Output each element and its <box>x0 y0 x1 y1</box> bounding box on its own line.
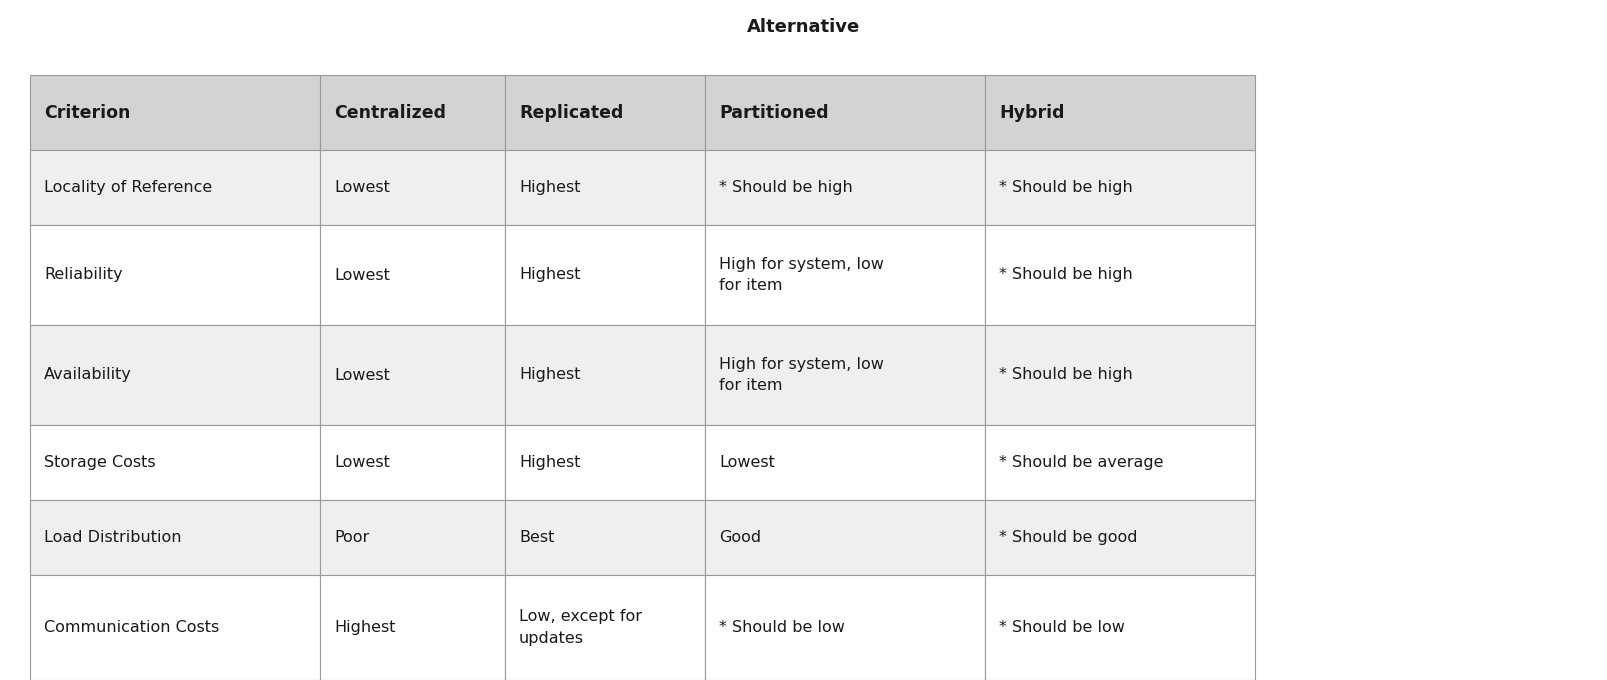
Text: Load Distribution: Load Distribution <box>43 530 182 545</box>
Text: Criterion: Criterion <box>43 103 130 122</box>
Bar <box>705 500 985 575</box>
Text: * Should be high: * Should be high <box>718 180 853 195</box>
Text: Replicated: Replicated <box>519 103 624 122</box>
Bar <box>505 425 705 500</box>
Bar <box>31 425 320 500</box>
Bar <box>705 325 985 425</box>
Bar <box>985 325 1255 425</box>
Bar <box>31 575 320 680</box>
Bar <box>985 500 1255 575</box>
Text: Best: Best <box>519 530 554 545</box>
Bar <box>505 325 705 425</box>
Text: Highest: Highest <box>519 367 580 382</box>
Bar <box>505 575 705 680</box>
Text: * Should be high: * Should be high <box>1000 367 1133 382</box>
Text: * Should be low: * Should be low <box>718 620 845 635</box>
Text: Locality of Reference: Locality of Reference <box>43 180 212 195</box>
Text: High for system, low
for item: High for system, low for item <box>718 257 884 293</box>
Bar <box>705 75 985 150</box>
Bar <box>320 225 505 325</box>
Text: Communication Costs: Communication Costs <box>43 620 219 635</box>
Bar <box>31 225 320 325</box>
Bar <box>320 75 505 150</box>
Bar <box>705 575 985 680</box>
Bar <box>985 575 1255 680</box>
Bar <box>505 500 705 575</box>
Text: Highest: Highest <box>519 267 580 282</box>
Bar <box>320 575 505 680</box>
Text: * Should be high: * Should be high <box>1000 267 1133 282</box>
Text: Partitioned: Partitioned <box>718 103 829 122</box>
Bar <box>505 75 705 150</box>
Text: Lowest: Lowest <box>718 455 775 470</box>
Bar <box>505 225 705 325</box>
Text: * Should be high: * Should be high <box>1000 180 1133 195</box>
Bar <box>31 325 320 425</box>
Bar <box>320 325 505 425</box>
Bar <box>985 425 1255 500</box>
Text: Lowest: Lowest <box>334 367 391 382</box>
Text: High for system, low
for item: High for system, low for item <box>718 357 884 393</box>
Bar <box>31 75 320 150</box>
Bar <box>505 150 705 225</box>
Bar <box>985 150 1255 225</box>
Text: Availability: Availability <box>43 367 132 382</box>
Text: * Should be good: * Should be good <box>1000 530 1138 545</box>
Text: Low, except for
updates: Low, except for updates <box>519 609 643 645</box>
Bar <box>705 425 985 500</box>
Text: Poor: Poor <box>334 530 370 545</box>
Bar <box>985 225 1255 325</box>
Text: Storage Costs: Storage Costs <box>43 455 156 470</box>
Text: Highest: Highest <box>334 620 395 635</box>
Bar <box>320 150 505 225</box>
Bar <box>705 150 985 225</box>
Text: * Should be low: * Should be low <box>1000 620 1125 635</box>
Text: Lowest: Lowest <box>334 180 391 195</box>
Text: Highest: Highest <box>519 455 580 470</box>
Text: Reliability: Reliability <box>43 267 122 282</box>
Text: Hybrid: Hybrid <box>1000 103 1064 122</box>
Text: Centralized: Centralized <box>334 103 447 122</box>
Bar <box>705 225 985 325</box>
Text: Lowest: Lowest <box>334 267 391 282</box>
Text: Lowest: Lowest <box>334 455 391 470</box>
Text: * Should be average: * Should be average <box>1000 455 1163 470</box>
Bar <box>320 425 505 500</box>
Text: Alternative: Alternative <box>747 18 860 36</box>
Bar <box>31 500 320 575</box>
Bar <box>31 150 320 225</box>
Bar <box>985 75 1255 150</box>
Text: Highest: Highest <box>519 180 580 195</box>
Text: Good: Good <box>718 530 762 545</box>
Bar <box>320 500 505 575</box>
